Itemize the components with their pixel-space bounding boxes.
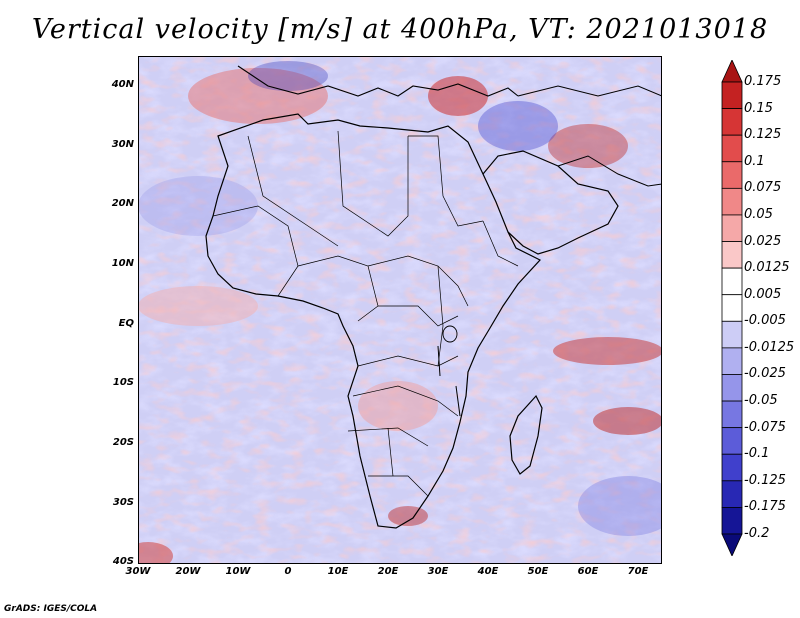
x-tick-label: 10E: [327, 566, 349, 577]
colorbar-label: -0.005: [744, 313, 786, 329]
europe-coastline: [237, 65, 519, 97]
colorbar-segment: [721, 347, 743, 375]
colorbar-segment: [721, 267, 743, 296]
colorbar-cap-top: [721, 60, 743, 83]
colorbar-segment: [721, 400, 743, 429]
colorbar: [721, 60, 743, 556]
grads-credit: GrADS: IGES/COLA: [4, 604, 98, 614]
colorbar-label: -0.175: [744, 499, 786, 515]
x-tick-label: 10W: [225, 566, 251, 577]
colorbar-segment: [721, 134, 743, 163]
colorbar-label: 0.1: [744, 153, 765, 169]
colorbar-segment: [721, 453, 743, 482]
x-tick-label: 30E: [427, 566, 449, 577]
x-tick-label: 60E: [577, 566, 599, 577]
colorbar-label: 0.15: [744, 100, 773, 116]
country-borders: [212, 130, 519, 497]
colorbar-label: 0.075: [744, 180, 782, 196]
colorbar-label: 0.125: [744, 127, 782, 143]
colorbar-segment: [721, 187, 743, 216]
y-tick-label: 10S: [112, 377, 134, 388]
colorbar-segment: [721, 427, 743, 455]
colorbar-segment: [721, 241, 743, 269]
colorbar-segment: [721, 480, 743, 508]
x-tick-label: 70E: [627, 566, 649, 577]
arabia-coastline: [482, 150, 619, 255]
y-tick-label: 30S: [112, 497, 134, 508]
y-tick-label: 40S: [112, 556, 134, 567]
x-tick-label: 50E: [527, 566, 549, 577]
colorbar-label: 0.05: [744, 206, 773, 222]
africa-coastline: [205, 113, 541, 529]
colorbar-segment: [721, 320, 743, 349]
x-tick-label: 30W: [125, 566, 151, 577]
colorbar-cap-bottom: [721, 533, 743, 556]
colorbar-segment: [721, 161, 743, 189]
colorbar-label: -0.1: [744, 446, 770, 462]
y-tick-label: 30N: [111, 139, 134, 150]
chart-title: Vertical velocity [m/s] at 400hPa, VT: 2…: [31, 14, 769, 45]
colorbar-label: -0.2: [744, 526, 770, 541]
y-tick-label: 40N: [111, 79, 134, 90]
colorbar-label: 0.0125: [744, 260, 790, 276]
colorbar-label: 0.005: [744, 286, 782, 302]
colorbar-segment: [721, 81, 743, 109]
x-tick-label: 20E: [377, 566, 399, 577]
y-tick-label: 20S: [112, 437, 134, 448]
velocity-map: [138, 56, 662, 564]
y-tick-label: 20N: [111, 198, 134, 209]
colorbar-label: -0.075: [744, 419, 786, 435]
colorbar-segment: [721, 374, 743, 402]
colorbar-label: 0.175: [744, 74, 782, 89]
colorbar-label: -0.0125: [744, 339, 795, 355]
y-tick-label: 10N: [111, 258, 134, 269]
colorbar-segment: [721, 214, 743, 242]
x-tick-label: 20W: [175, 566, 201, 577]
y-tick-label: EQ: [118, 318, 134, 329]
colorbar-segment: [721, 108, 743, 136]
colorbar-segment: [721, 294, 743, 322]
x-tick-label: 40E: [477, 566, 499, 577]
colorbar-segment: [721, 507, 743, 535]
colorbar-label: 0.025: [744, 233, 782, 249]
x-tick-label: 0: [284, 566, 292, 577]
colorbar-label: -0.05: [744, 393, 778, 409]
colorbar-label: -0.125: [744, 472, 786, 488]
colorbar-label: -0.025: [744, 366, 786, 382]
madagascar-coastline: [509, 394, 543, 475]
